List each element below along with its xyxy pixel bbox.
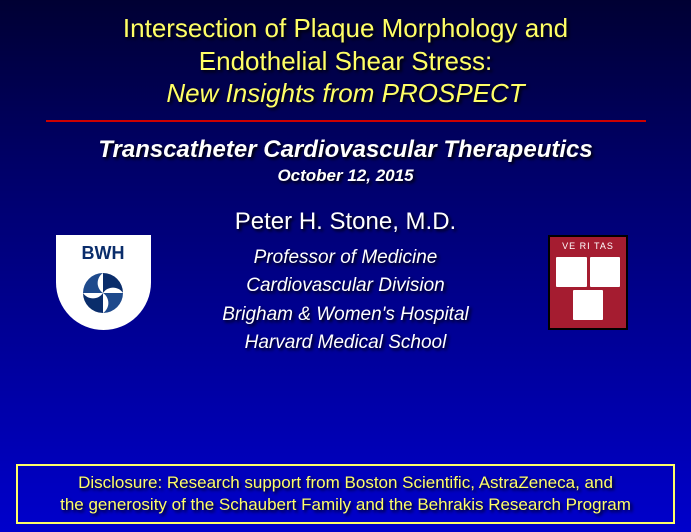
harvard-motto: VE RI TAS bbox=[550, 237, 626, 255]
conference-block: Transcatheter Cardiovascular Therapeutic… bbox=[0, 136, 691, 186]
disclosure-line-2: the generosity of the Schaubert Family a… bbox=[26, 494, 665, 516]
presenter-row: BWH Peter H. Stone, M.D. Professor of Me… bbox=[0, 208, 691, 358]
title-subtitle: New Insights from PROSPECT bbox=[0, 77, 691, 110]
bwh-logo-text: BWH bbox=[82, 243, 125, 264]
presenter-affil-3: Brigham & Women's Hospital bbox=[181, 301, 511, 330]
presenter-affil-4: Harvard Medical School bbox=[181, 329, 511, 358]
presenter-name: Peter H. Stone, M.D. bbox=[181, 208, 511, 236]
title-line-2: Endothelial Shear Stress: bbox=[0, 45, 691, 78]
disclosure-box: Disclosure: Research support from Boston… bbox=[16, 464, 675, 524]
bwh-logo: BWH bbox=[56, 235, 151, 330]
divider-line bbox=[46, 120, 646, 122]
title-block: Intersection of Plaque Morphology and En… bbox=[0, 0, 691, 110]
presenter-info: Peter H. Stone, M.D. Professor of Medici… bbox=[181, 208, 511, 358]
title-line-1: Intersection of Plaque Morphology and bbox=[0, 12, 691, 45]
presenter-affil-2: Cardiovascular Division bbox=[181, 272, 511, 301]
presenter-affil-1: Professor of Medicine bbox=[181, 244, 511, 273]
bwh-swirl-icon bbox=[78, 268, 128, 318]
disclosure-line-1: Disclosure: Research support from Boston… bbox=[26, 472, 665, 494]
harvard-books-icon bbox=[550, 255, 626, 328]
conference-date: October 12, 2015 bbox=[0, 166, 691, 186]
harvard-logo: VE RI TAS bbox=[541, 235, 636, 330]
conference-name: Transcatheter Cardiovascular Therapeutic… bbox=[0, 136, 691, 164]
